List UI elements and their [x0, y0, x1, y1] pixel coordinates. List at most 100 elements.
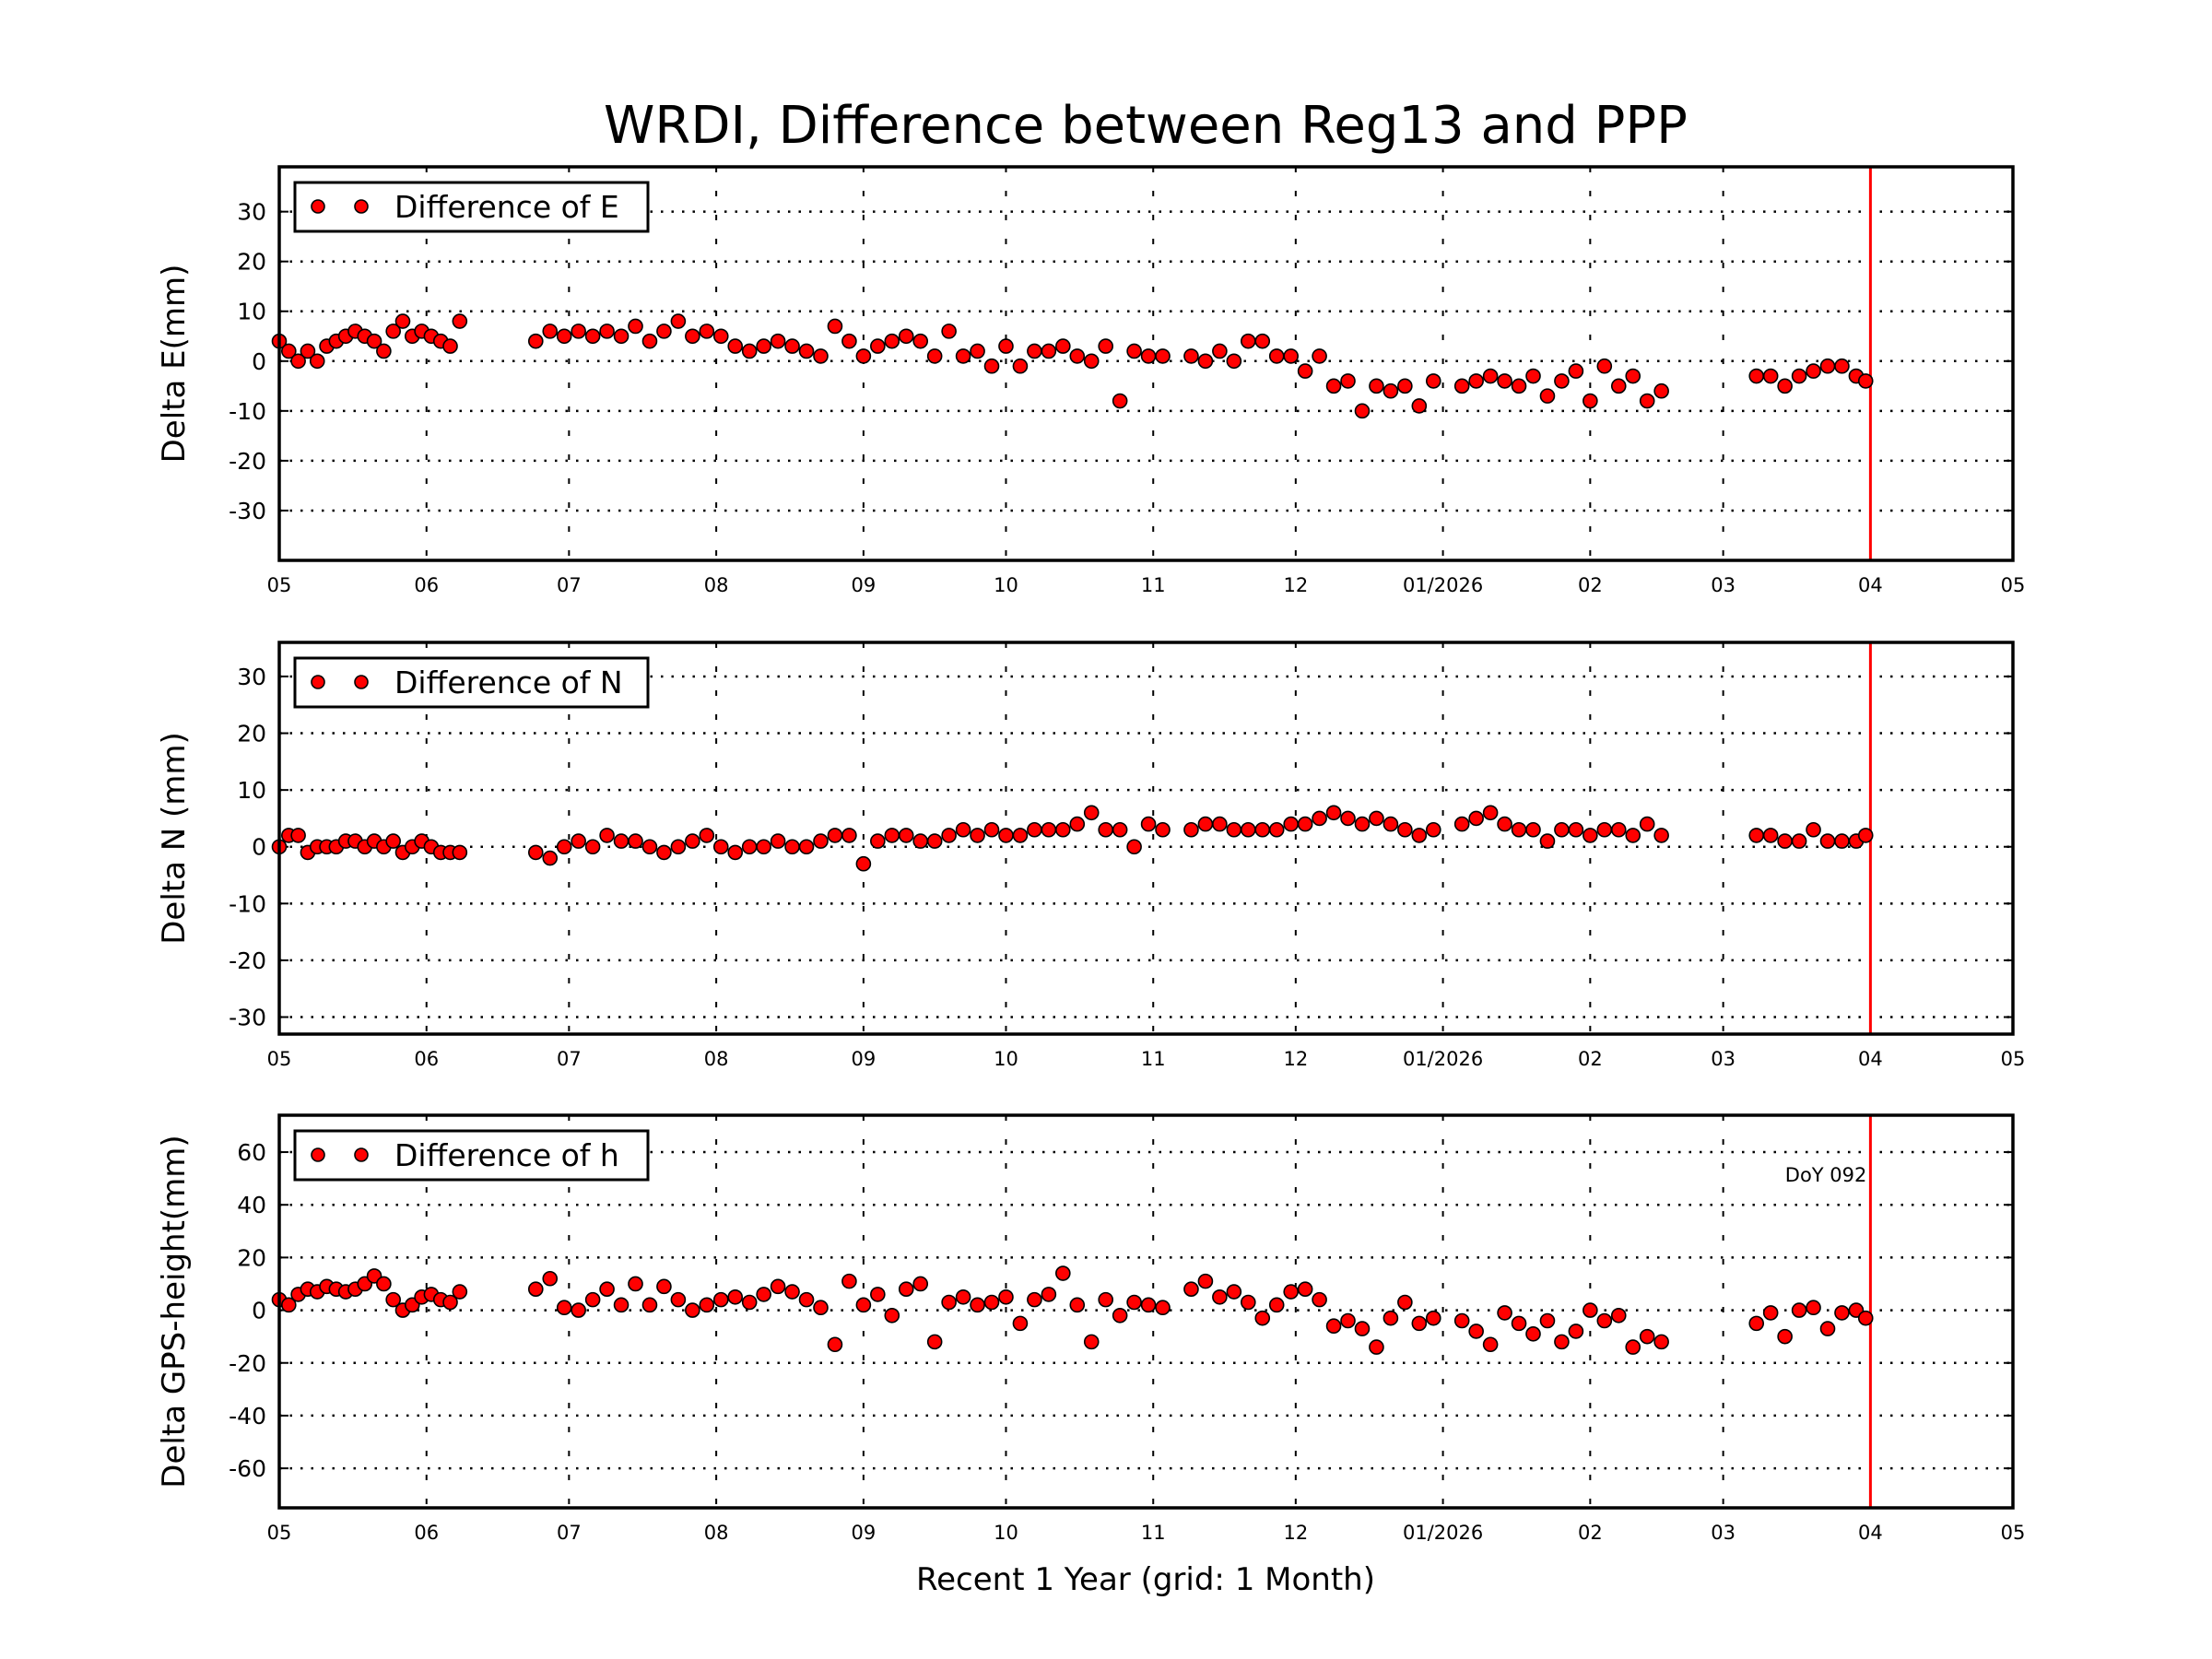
data-point	[1497, 816, 1512, 832]
data-point	[1283, 816, 1299, 832]
data-point	[1468, 373, 1484, 389]
legend-box	[293, 656, 650, 709]
data-point	[571, 1302, 586, 1318]
data-point	[1325, 1318, 1342, 1335]
data-point	[1539, 833, 1556, 849]
data-point	[1226, 1284, 1242, 1300]
y-tick-label: 10	[237, 777, 266, 804]
y-tick-label: 30	[237, 199, 266, 226]
x-tick-label: 05	[2001, 1048, 2026, 1070]
data-point	[1857, 828, 1874, 843]
x-tick-label: 04	[1858, 574, 1883, 596]
data-point	[1083, 1334, 1100, 1350]
data-point	[1212, 343, 1228, 359]
data-point	[841, 1273, 857, 1289]
data-point	[784, 839, 800, 855]
data-point	[1639, 393, 1655, 409]
data-point	[1069, 816, 1086, 832]
data-point	[770, 333, 786, 349]
y-tick-label: -20	[229, 448, 266, 475]
data-point	[1425, 821, 1441, 838]
data-point	[1806, 821, 1821, 838]
data-point	[926, 348, 943, 364]
data-point	[1497, 1305, 1512, 1321]
y-tick-label: -10	[229, 398, 266, 425]
y-axis-label: Delta GPS-height(mm)	[156, 1135, 193, 1488]
data-point	[955, 1288, 971, 1305]
data-point	[1857, 373, 1874, 389]
y-tick-label: 20	[237, 1244, 266, 1271]
data-point	[442, 1294, 458, 1311]
data-point	[656, 1278, 672, 1295]
legend: Difference of N	[293, 656, 650, 709]
data-point	[366, 333, 382, 349]
y-tick-label: -60	[229, 1455, 266, 1482]
data-point	[1268, 821, 1285, 838]
data-point	[813, 1300, 829, 1316]
data-point	[641, 333, 658, 349]
x-tick-label: 11	[1141, 1048, 1166, 1070]
data-point	[670, 1291, 687, 1308]
data-point	[1857, 1310, 1874, 1326]
data-point	[670, 313, 687, 329]
data-point	[1525, 368, 1541, 384]
data-point	[827, 828, 843, 843]
data-point	[1240, 333, 1256, 349]
data-point	[1312, 348, 1327, 364]
data-point	[1653, 1334, 1669, 1350]
data-point	[699, 1297, 715, 1313]
x-tick-label: 10	[994, 574, 1018, 596]
data-point	[813, 348, 829, 364]
panel-2: -30 -20 -10 0 10 20 30 05 06 07 08 09 10 11 12 01/2026 0…	[156, 641, 2026, 1070]
legend-marker	[354, 199, 369, 214]
data-point	[556, 1300, 572, 1316]
x-tick-label: 02	[1578, 1048, 1603, 1070]
data-point	[656, 844, 672, 861]
x-tick-label: 09	[852, 1522, 877, 1544]
data-point	[1610, 378, 1627, 394]
data-point	[1126, 839, 1142, 855]
data-point	[1155, 348, 1171, 364]
data-point	[1126, 1294, 1142, 1311]
data-point	[741, 343, 758, 359]
data-point	[1126, 343, 1142, 359]
data-point	[1610, 1307, 1627, 1324]
x-tick-label: 08	[704, 574, 729, 596]
y-tick-label: -30	[229, 498, 266, 524]
panel-1: -30 -20 -10 0 10 20 30 05 06 07 08 09 10 11 12 01/2026 0…	[156, 165, 2025, 596]
x-tick-label: 08	[704, 1048, 729, 1070]
data-point	[1041, 343, 1057, 359]
y-tick-label: 0	[252, 834, 266, 861]
data-point	[1777, 378, 1793, 394]
legend-marker	[354, 1147, 369, 1162]
data-point	[376, 1276, 392, 1292]
data-point	[1226, 353, 1242, 370]
data-point	[656, 324, 672, 339]
data-point	[784, 1284, 800, 1300]
data-point	[1268, 1297, 1285, 1313]
data-point	[376, 343, 392, 359]
x-tick-label: 06	[414, 1522, 439, 1544]
data-point	[527, 844, 544, 861]
data-point	[1212, 1288, 1228, 1305]
data-point	[1083, 353, 1100, 370]
data-point	[1748, 828, 1765, 843]
data-point	[1254, 1310, 1271, 1326]
data-point	[290, 353, 306, 370]
data-point	[926, 1334, 943, 1350]
x-tick-label: 06	[414, 574, 439, 596]
data-point	[1554, 821, 1570, 838]
data-point	[385, 833, 401, 849]
data-point	[1554, 1334, 1570, 1350]
x-axis-label: Recent 1 Year (grid: 1 Month)	[916, 1561, 1375, 1598]
data-point	[452, 313, 468, 329]
data-point	[1098, 1291, 1113, 1308]
data-point	[727, 844, 744, 861]
legend-label: Difference of E	[394, 189, 619, 225]
data-point	[912, 333, 929, 349]
chart-title: WRDI, Difference between Reg13 and PPP	[604, 96, 1688, 156]
data-point	[1411, 1315, 1428, 1332]
data-point	[1197, 816, 1214, 832]
data-point	[1027, 343, 1042, 359]
x-tick-label: 05	[2001, 1522, 2026, 1544]
